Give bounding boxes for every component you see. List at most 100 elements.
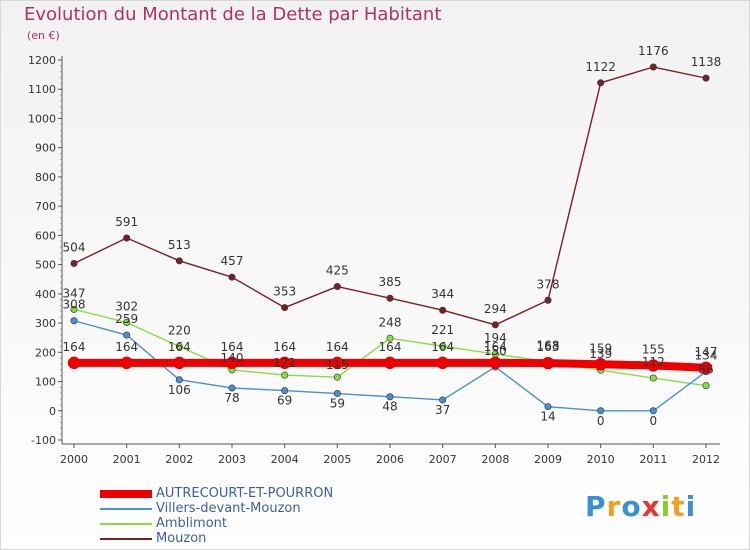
data-point: [386, 294, 394, 302]
data-label: 353: [273, 285, 296, 299]
data-point: [175, 376, 183, 384]
data-point: [649, 374, 657, 382]
legend-label: AUTRECOURT-ET-POURRON: [156, 486, 334, 501]
y-tick-label: 0: [49, 405, 56, 418]
data-point: [647, 359, 660, 372]
data-label: 147: [695, 345, 718, 359]
data-point: [120, 356, 133, 370]
data-label: 37: [435, 403, 450, 417]
data-label: 294: [484, 302, 507, 316]
data-label: 221: [431, 323, 454, 337]
x-tick-label: 2005: [323, 453, 351, 466]
data-label: 504: [63, 240, 86, 254]
data-point: [702, 74, 710, 82]
logo-letter: x: [641, 490, 661, 523]
data-point: [594, 358, 607, 371]
data-point: [333, 373, 341, 381]
data-point: [173, 356, 186, 370]
data-point: [386, 393, 394, 401]
data-label: 457: [221, 254, 244, 268]
data-point: [541, 356, 555, 370]
x-tick-label: 2000: [60, 453, 88, 466]
y-tick-label: 1200: [28, 54, 56, 67]
logo-letter: t: [671, 490, 686, 523]
data-label: 164: [63, 340, 86, 354]
x-tick-label: 2002: [165, 453, 193, 466]
data-label: 164: [168, 340, 191, 354]
data-label: 112: [642, 355, 665, 369]
data-point: [491, 321, 499, 329]
data-point: [544, 296, 552, 304]
data-label: 134: [695, 349, 718, 363]
y-tick-label: 200: [35, 346, 56, 359]
data-label: 150: [484, 344, 507, 358]
data-label: 159: [589, 341, 612, 355]
y-tick-label: 600: [35, 229, 56, 242]
x-tick-label: 2010: [587, 453, 615, 466]
y-tick-label: -100: [31, 434, 56, 447]
data-point: [702, 382, 710, 390]
data-label: 115: [326, 358, 349, 372]
legend-label: Amblimont: [156, 516, 227, 531]
data-label: 86: [698, 363, 713, 377]
x-tick-label: 2009: [534, 453, 562, 466]
data-label: 139: [589, 347, 612, 361]
data-label: 164: [273, 340, 296, 354]
x-tick-label: 2007: [429, 453, 457, 466]
y-tick-label: 900: [35, 142, 56, 155]
data-label: 302: [115, 299, 138, 313]
logo-letter: P: [585, 490, 607, 523]
data-label: 385: [379, 275, 402, 289]
data-point: [70, 317, 78, 325]
y-tick-label: 1000: [28, 112, 56, 125]
data-label: 48: [382, 400, 397, 414]
data-point: [228, 384, 236, 392]
data-point: [123, 331, 131, 339]
data-label: 1138: [691, 55, 722, 69]
data-label: 0: [650, 414, 658, 428]
proxiti-logo: Proxiti: [585, 490, 696, 523]
data-point: [386, 334, 394, 342]
data-point: [333, 390, 341, 398]
logo-letter: r: [606, 490, 622, 523]
y-tick-label: 800: [35, 171, 56, 184]
data-point: [383, 356, 397, 370]
data-point: [70, 305, 78, 313]
x-tick-label: 2003: [218, 453, 246, 466]
data-point: [597, 79, 605, 87]
data-point: [331, 356, 344, 370]
data-point: [225, 356, 239, 370]
data-point: [175, 257, 183, 265]
chart-unit: (en €): [27, 29, 60, 42]
data-label: 513: [168, 238, 191, 252]
x-tick-label: 2008: [481, 453, 509, 466]
y-tick-label: 500: [35, 259, 56, 272]
data-point: [649, 63, 657, 71]
data-label: 155: [642, 342, 665, 356]
data-point: [597, 407, 605, 415]
data-label: 163: [537, 340, 560, 354]
legend-swatch: [100, 538, 152, 540]
data-label: 164: [431, 340, 454, 354]
data-label: 220: [168, 323, 191, 337]
y-tick-label: 700: [35, 200, 56, 213]
data-label: 164: [379, 340, 402, 354]
data-label: 308: [63, 298, 86, 312]
data-point: [281, 371, 289, 379]
data-label: 164: [326, 340, 349, 354]
data-label: 1176: [638, 44, 669, 58]
y-tick-label: 300: [35, 317, 56, 330]
y-tick-label: 1100: [28, 83, 56, 96]
data-label: 122: [273, 356, 296, 370]
data-label: 140: [221, 351, 244, 365]
data-point: [436, 356, 449, 370]
data-point: [489, 356, 502, 370]
logo-letter: o: [621, 490, 642, 523]
data-label: 347: [63, 286, 86, 300]
x-tick-label: 2006: [376, 453, 404, 466]
x-tick-label: 2012: [692, 453, 720, 466]
data-label: 259: [115, 312, 138, 326]
x-tick-label: 2004: [271, 453, 299, 466]
